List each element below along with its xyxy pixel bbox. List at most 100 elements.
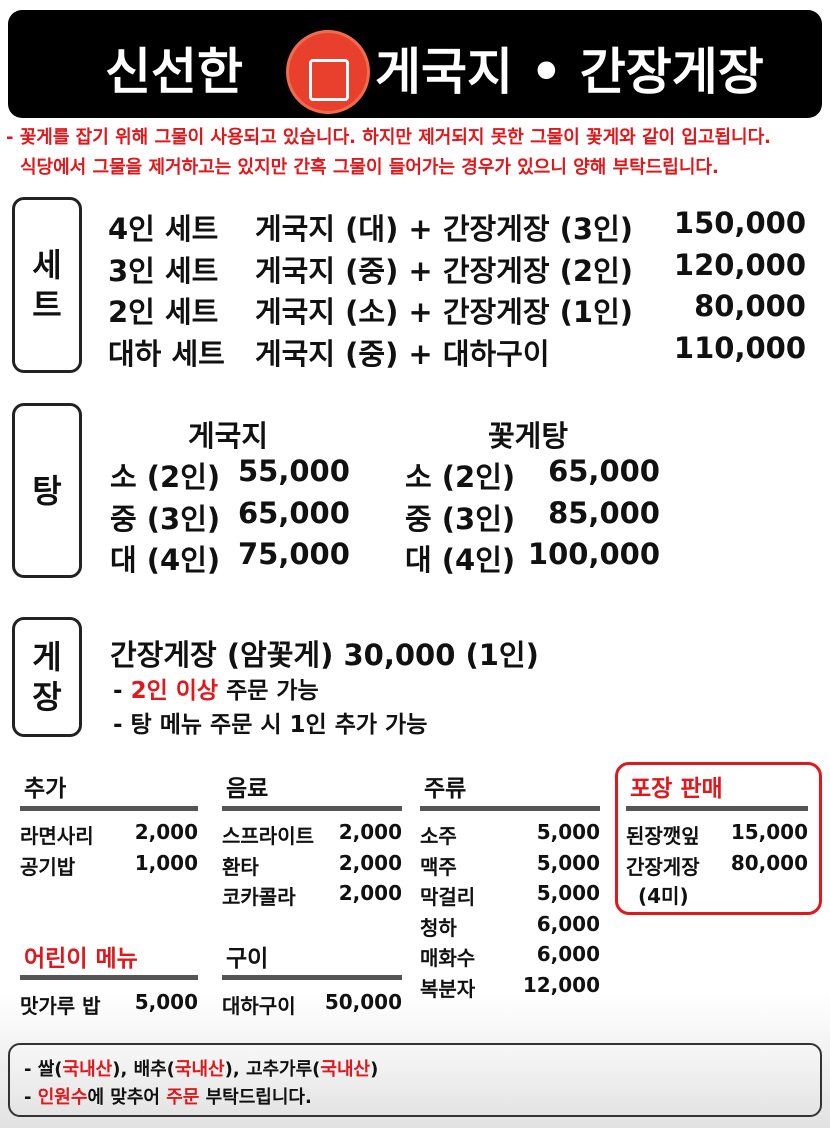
set-label-char: 세 bbox=[32, 246, 62, 284]
extra-item-name: 공기밥 bbox=[20, 854, 76, 879]
text-segment: 국내산 bbox=[174, 1059, 225, 1080]
set-item-name: 3인 세트 bbox=[108, 254, 219, 288]
divider bbox=[20, 806, 198, 811]
origin-line: - 쌀(국내산), 배추(국내산), 고추가루(국내산) bbox=[24, 1055, 378, 1081]
liquor-title: 주류 bbox=[424, 776, 467, 802]
liquor-item-name: 소주 bbox=[420, 824, 457, 848]
drinks-item-price: 2,000 bbox=[338, 850, 402, 875]
set-item-price: 110,000 bbox=[673, 331, 806, 365]
text-segment: ), 고추가루( bbox=[224, 1059, 321, 1080]
text-segment: 부탁드립니다. bbox=[199, 1087, 312, 1108]
text-segment: 주문 bbox=[166, 1087, 200, 1108]
text-segment: 쌀( bbox=[37, 1059, 63, 1080]
set-item-price: 80,000 bbox=[694, 289, 806, 323]
set-item-name: 2인 세트 bbox=[108, 295, 219, 329]
divider bbox=[222, 806, 402, 811]
set-item-desc: 게국지 (소) + 간장게장 (1인) bbox=[255, 295, 633, 329]
text-segment: ) bbox=[370, 1059, 379, 1080]
kids-item-name: 맛가루 밥 bbox=[20, 994, 101, 1018]
liquor-item-name: 복분자 bbox=[420, 976, 476, 1001]
liquor-item-name: 청하 bbox=[420, 915, 457, 940]
takeout-note: (4미) bbox=[638, 884, 689, 908]
gejang-label-char: 장 bbox=[32, 678, 62, 716]
set-item-name: 4인 세트 bbox=[108, 212, 219, 246]
liquor-item-price: 6,000 bbox=[536, 942, 600, 966]
drinks-item-name: 코카콜라 bbox=[222, 885, 296, 909]
origin-notice-box: - 쌀(국내산), 배추(국내산), 고추가루(국내산) - 인원수에 맞추어 … bbox=[8, 1043, 822, 1117]
tang-size: 대 (4인) bbox=[110, 543, 221, 577]
liquor-item-price: 5,000 bbox=[536, 850, 600, 875]
divider bbox=[20, 975, 198, 980]
set-item-price: 120,000 bbox=[673, 248, 806, 282]
notice-line-1: - 꽃게를 잡기 위해 그물이 사용되고 있습니다. 하지만 제거되지 못한 그… bbox=[6, 127, 772, 148]
divider bbox=[222, 975, 402, 980]
notice-line-2: 식당에서 그물을 제거하고는 있지만 간혹 그물이 들어가는 경우가 있으니 양… bbox=[20, 157, 719, 178]
extra-item-price: 1,000 bbox=[134, 850, 198, 875]
drinks-item-name: 스프라이트 bbox=[222, 824, 314, 848]
title-left: 신선한 bbox=[105, 43, 243, 101]
title-right: 게국지 • 간장게장 bbox=[375, 43, 764, 101]
set-label: 세 트 bbox=[12, 197, 82, 373]
text-segment: - bbox=[24, 1059, 38, 1080]
title-banner: 신선한 게국지 • 간장게장 bbox=[8, 10, 822, 118]
tang-label: 탕 bbox=[12, 403, 82, 578]
tang-size: 대 (4인) bbox=[405, 543, 516, 577]
text-segment: 국내산 bbox=[62, 1059, 113, 1080]
text-segment: - bbox=[24, 1087, 38, 1108]
text-segment: 에 맞추어 bbox=[87, 1087, 167, 1108]
extra-item-price: 2,000 bbox=[134, 820, 198, 844]
liquor-item-price: 6,000 bbox=[536, 911, 600, 936]
takeout-box bbox=[615, 762, 822, 915]
takeout-title: 포장 판매 bbox=[630, 776, 723, 802]
grill-title: 구이 bbox=[226, 946, 269, 972]
gejang-note-1: - 2인 이상 주문 가능 bbox=[113, 678, 319, 704]
set-item-price: 150,000 bbox=[673, 206, 806, 240]
drinks-title: 음료 bbox=[226, 776, 269, 802]
tang-price: 65,000 bbox=[238, 496, 350, 530]
tang-size: 중 (3인) bbox=[110, 502, 221, 536]
gejang-label: 게 장 bbox=[12, 617, 82, 737]
tang-size: 중 (3인) bbox=[405, 502, 516, 536]
drinks-item-price: 2,000 bbox=[338, 881, 402, 905]
tang-col-title: 게국지 bbox=[188, 419, 269, 453]
text-segment: 국내산 bbox=[320, 1059, 371, 1080]
gejang-main: 간장게장 (암꽃게) 30,000 (1인) bbox=[110, 638, 539, 672]
takeout-item-price: 15,000 bbox=[730, 820, 808, 844]
liquor-item-name: 매화수 bbox=[420, 946, 476, 970]
tang-label-char: 탕 bbox=[32, 471, 62, 510]
crab-logo-icon bbox=[286, 30, 370, 114]
tang-col-title: 꽃게탕 bbox=[488, 419, 569, 453]
takeout-item-price: 80,000 bbox=[730, 850, 808, 875]
gejang-label-char: 게 bbox=[32, 638, 62, 676]
text-segment: ), 배추( bbox=[112, 1059, 175, 1080]
set-item-desc: 게국지 (대) + 간장게장 (3인) bbox=[255, 212, 633, 246]
order-note-line: - 인원수에 맞추어 주문 부탁드립니다. bbox=[24, 1083, 312, 1109]
tang-size: 소 (2인) bbox=[405, 460, 516, 494]
tang-size: 소 (2인) bbox=[110, 460, 221, 494]
extra-title: 추가 bbox=[24, 776, 67, 802]
grill-item-price: 50,000 bbox=[324, 990, 402, 1014]
takeout-item-name: 된장깻잎 bbox=[626, 824, 700, 848]
tang-price: 65,000 bbox=[548, 454, 660, 488]
takeout-item-name: 간장게장 bbox=[626, 854, 700, 879]
kids-title: 어린이 메뉴 bbox=[24, 946, 138, 972]
liquor-item-price: 5,000 bbox=[536, 881, 600, 905]
tang-price: 85,000 bbox=[548, 496, 660, 530]
tang-price: 75,000 bbox=[238, 537, 350, 571]
drinks-item-price: 2,000 bbox=[338, 820, 402, 844]
liquor-item-price: 12,000 bbox=[522, 972, 600, 997]
kids-item-price: 5,000 bbox=[134, 990, 198, 1014]
extra-item-name: 라면사리 bbox=[20, 824, 94, 848]
tang-price: 100,000 bbox=[527, 537, 660, 571]
divider bbox=[626, 806, 808, 811]
drinks-item-name: 환타 bbox=[222, 854, 259, 879]
set-item-desc: 게국지 (중) + 대하구이 bbox=[255, 337, 550, 371]
divider bbox=[420, 806, 600, 811]
set-label-char: 트 bbox=[32, 286, 62, 324]
liquor-item-name: 막걸리 bbox=[420, 885, 476, 909]
grill-item-name: 대하구이 bbox=[222, 994, 296, 1018]
set-item-desc: 게국지 (중) + 간장게장 (2인) bbox=[255, 254, 633, 288]
liquor-item-name: 맥주 bbox=[420, 854, 457, 879]
liquor-item-price: 5,000 bbox=[536, 820, 600, 844]
text-segment: 인원수 bbox=[37, 1087, 88, 1108]
